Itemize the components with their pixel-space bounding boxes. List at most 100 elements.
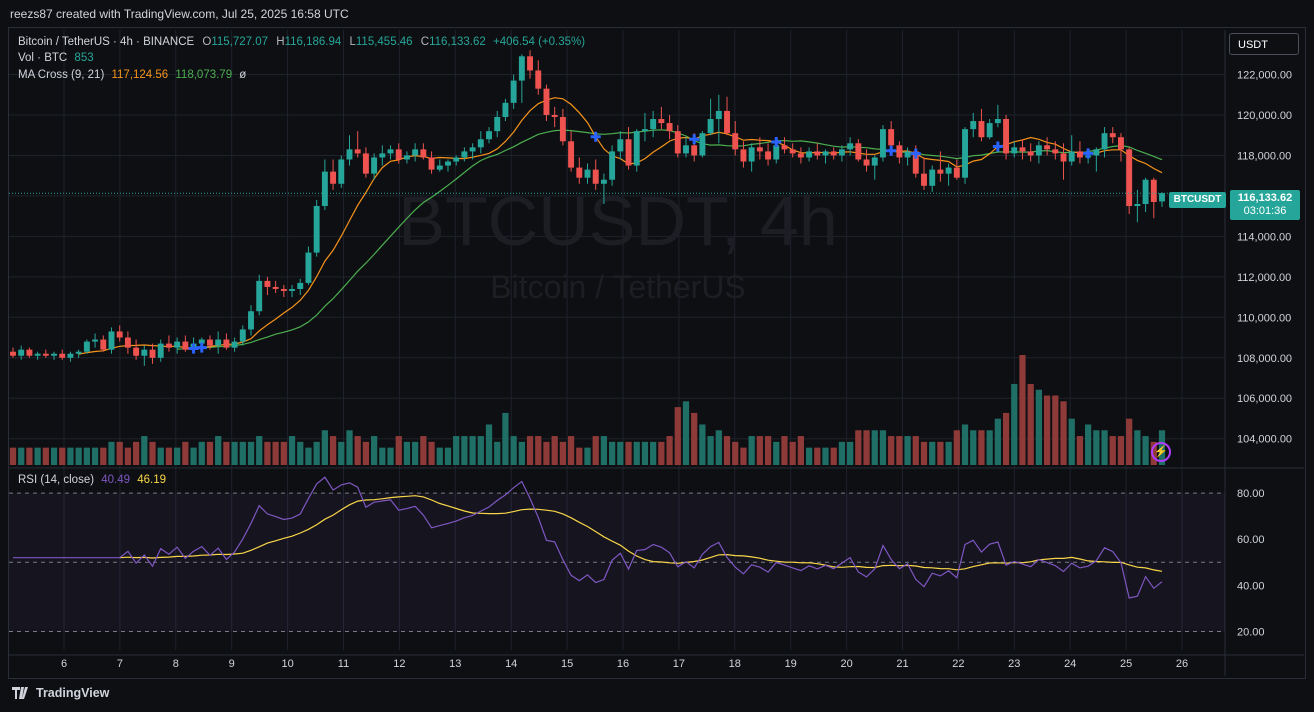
candle-body xyxy=(880,129,886,158)
ma-label: MA Cross (9, 21) xyxy=(18,69,105,81)
volume-bar xyxy=(707,436,714,465)
volume-bar xyxy=(674,407,681,465)
rsi-tick-label: 20.00 xyxy=(1237,627,1265,639)
volume-bar xyxy=(814,447,821,465)
volume-bar xyxy=(206,441,214,465)
time-tick-label: 24 xyxy=(1064,658,1076,670)
volume-bar xyxy=(994,418,1001,465)
volume-bar xyxy=(26,447,33,465)
candle-body xyxy=(321,171,328,207)
volume-bar xyxy=(1109,436,1116,465)
volume-bar xyxy=(272,441,279,465)
volume-bar xyxy=(453,436,460,465)
candle-body xyxy=(1060,153,1067,162)
candle-body xyxy=(1142,179,1149,204)
candle-body xyxy=(26,349,33,356)
cross-marker xyxy=(196,342,207,353)
candle-body xyxy=(978,121,985,138)
change-value: +406.54 (+0.35%) xyxy=(493,36,586,48)
volume-bar xyxy=(830,447,837,465)
candle-body xyxy=(732,133,739,150)
volume-bar xyxy=(847,441,854,465)
volume-bar xyxy=(1134,430,1141,465)
candle-body xyxy=(330,171,337,184)
candle-body xyxy=(42,353,49,356)
volume-bar xyxy=(658,441,665,465)
volume-bar xyxy=(855,430,862,465)
price-tick-label: 122,000.00 xyxy=(1237,70,1292,82)
volume-bar xyxy=(838,441,846,465)
volume-bar xyxy=(1035,389,1043,465)
volume-bar xyxy=(1052,395,1059,465)
open-value: 115,727.07 xyxy=(211,36,269,48)
candle-body xyxy=(633,131,640,166)
candle-body xyxy=(305,252,312,283)
volume-bar xyxy=(888,436,895,465)
candle-body xyxy=(1101,133,1108,150)
candle-body xyxy=(773,145,780,160)
time-tick-label: 13 xyxy=(449,658,461,670)
volume-bar xyxy=(1093,430,1100,465)
volume-label: Vol · BTC xyxy=(18,52,68,64)
volume-bar xyxy=(280,441,287,465)
eye-icon[interactable]: ø xyxy=(239,69,247,81)
candle-body xyxy=(535,70,542,89)
rsi-tick-label: 80.00 xyxy=(1237,488,1265,500)
candle-body xyxy=(600,179,607,184)
rsi-legend[interactable]: RSI (14, close) 40.49 46.19 xyxy=(18,474,166,486)
candle-body xyxy=(239,329,246,342)
ma-legend[interactable]: MA Cross (9, 21) 117,124.56 118,073.79 ø xyxy=(18,69,246,81)
candle-body xyxy=(592,169,599,184)
candle-body xyxy=(781,145,788,150)
candle-body xyxy=(1027,151,1034,156)
price-tick-label: 112,000.00 xyxy=(1237,272,1291,284)
volume-bar xyxy=(764,436,772,465)
volume-bar xyxy=(428,441,435,465)
candle-body xyxy=(1068,151,1075,162)
candle-body xyxy=(740,149,747,162)
candle-body xyxy=(428,157,435,170)
attribution-text: reezs87 created with TradingView.com, Ju… xyxy=(10,7,349,21)
volume-bar xyxy=(567,436,575,465)
volume-bar xyxy=(559,441,566,465)
candle-body xyxy=(568,141,575,168)
price-tick-label: 106,000.00 xyxy=(1237,393,1292,405)
volume-bar xyxy=(535,436,542,465)
time-tick-label: 6 xyxy=(61,658,67,670)
volume-bar xyxy=(740,447,747,465)
rsi-tick-label: 60.00 xyxy=(1237,534,1265,546)
volume-bar xyxy=(108,441,115,465)
candle-body xyxy=(141,349,148,356)
alert-icon[interactable]: ⚡ xyxy=(1151,442,1171,462)
price-tick-label: 114,000.00 xyxy=(1237,231,1291,243)
footer-brand[interactable]: TradingView xyxy=(12,686,109,700)
chart-frame[interactable] xyxy=(8,27,1306,679)
cross-marker xyxy=(910,148,921,159)
candle-body xyxy=(527,56,534,71)
volume-bar xyxy=(1019,355,1026,465)
candle-body xyxy=(518,56,525,81)
candle-body xyxy=(650,119,657,130)
volume-bar xyxy=(937,441,944,465)
volume-bar xyxy=(231,441,238,465)
time-tick-label: 12 xyxy=(393,658,405,670)
candle-body xyxy=(674,131,681,154)
volume-legend[interactable]: Vol · BTC 853 xyxy=(18,52,94,64)
volume-bar xyxy=(436,447,443,465)
volume-bar xyxy=(67,447,74,465)
volume-bar xyxy=(1142,436,1149,465)
candle-body xyxy=(970,121,977,130)
volume-bar xyxy=(305,447,312,465)
symbol-title[interactable]: Bitcoin / TetherUS · 4h · BINANCE xyxy=(18,36,195,48)
candle-body xyxy=(896,145,903,158)
volume-bar xyxy=(338,441,345,465)
candle-body xyxy=(313,206,320,253)
time-tick-label: 16 xyxy=(617,658,629,670)
volume-bar xyxy=(59,447,66,465)
rsi-value: 40.49 xyxy=(101,474,131,486)
volume-bar xyxy=(723,436,731,465)
currency-button[interactable]: USDT xyxy=(1229,33,1299,55)
symbol-legend[interactable]: Bitcoin / TetherUS · 4h · BINANCE O115,7… xyxy=(18,36,585,48)
candle-body xyxy=(34,353,41,356)
